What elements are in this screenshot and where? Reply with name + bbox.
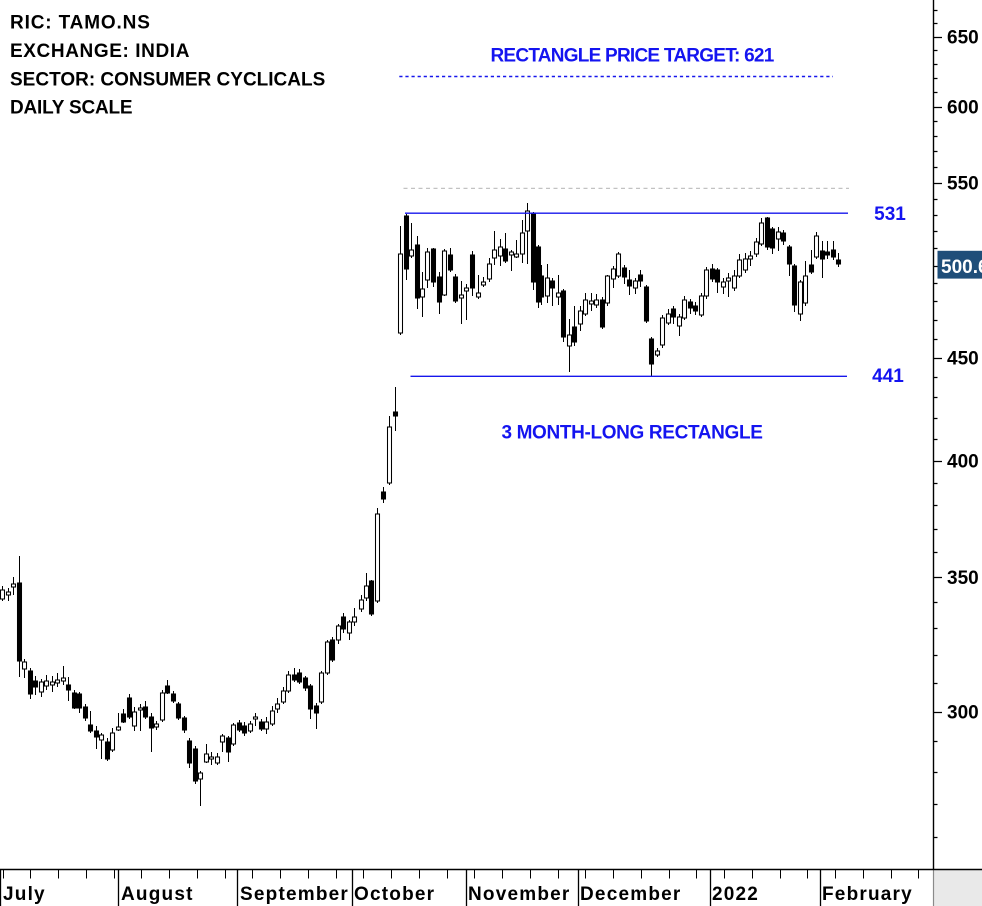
svg-text:November: November [468, 884, 571, 905]
svg-text:October: October [354, 884, 435, 905]
svg-text:350: 350 [947, 568, 979, 589]
svg-text:RECTANGLE PRICE TARGET: 621: RECTANGLE PRICE TARGET: 621 [490, 46, 774, 67]
svg-text:EXCHANGE: INDIA: EXCHANGE: INDIA [10, 41, 190, 62]
svg-text:400: 400 [947, 452, 979, 473]
svg-text:July: July [3, 884, 46, 905]
svg-text:2022: 2022 [712, 884, 759, 905]
svg-text:February: February [822, 884, 913, 905]
svg-text:September: September [240, 884, 349, 905]
svg-text:RIC: TAMO.NS: RIC: TAMO.NS [10, 13, 151, 34]
svg-text:300: 300 [947, 703, 979, 724]
svg-text:441: 441 [872, 366, 904, 387]
svg-text:DAILY SCALE: DAILY SCALE [10, 98, 132, 119]
svg-text:550: 550 [947, 174, 979, 195]
svg-text:3 MONTH-LONG RECTANGLE: 3 MONTH-LONG RECTANGLE [501, 423, 762, 444]
svg-text:600: 600 [947, 98, 979, 119]
svg-text:650: 650 [947, 28, 979, 49]
svg-text:531: 531 [874, 204, 906, 225]
svg-text:December: December [580, 884, 681, 905]
svg-text:August: August [121, 884, 194, 905]
svg-text:500.6: 500.6 [941, 257, 982, 278]
svg-text:SECTOR: CONSUMER CYCLICALS: SECTOR: CONSUMER CYCLICALS [10, 69, 325, 90]
svg-text:450: 450 [947, 349, 979, 370]
